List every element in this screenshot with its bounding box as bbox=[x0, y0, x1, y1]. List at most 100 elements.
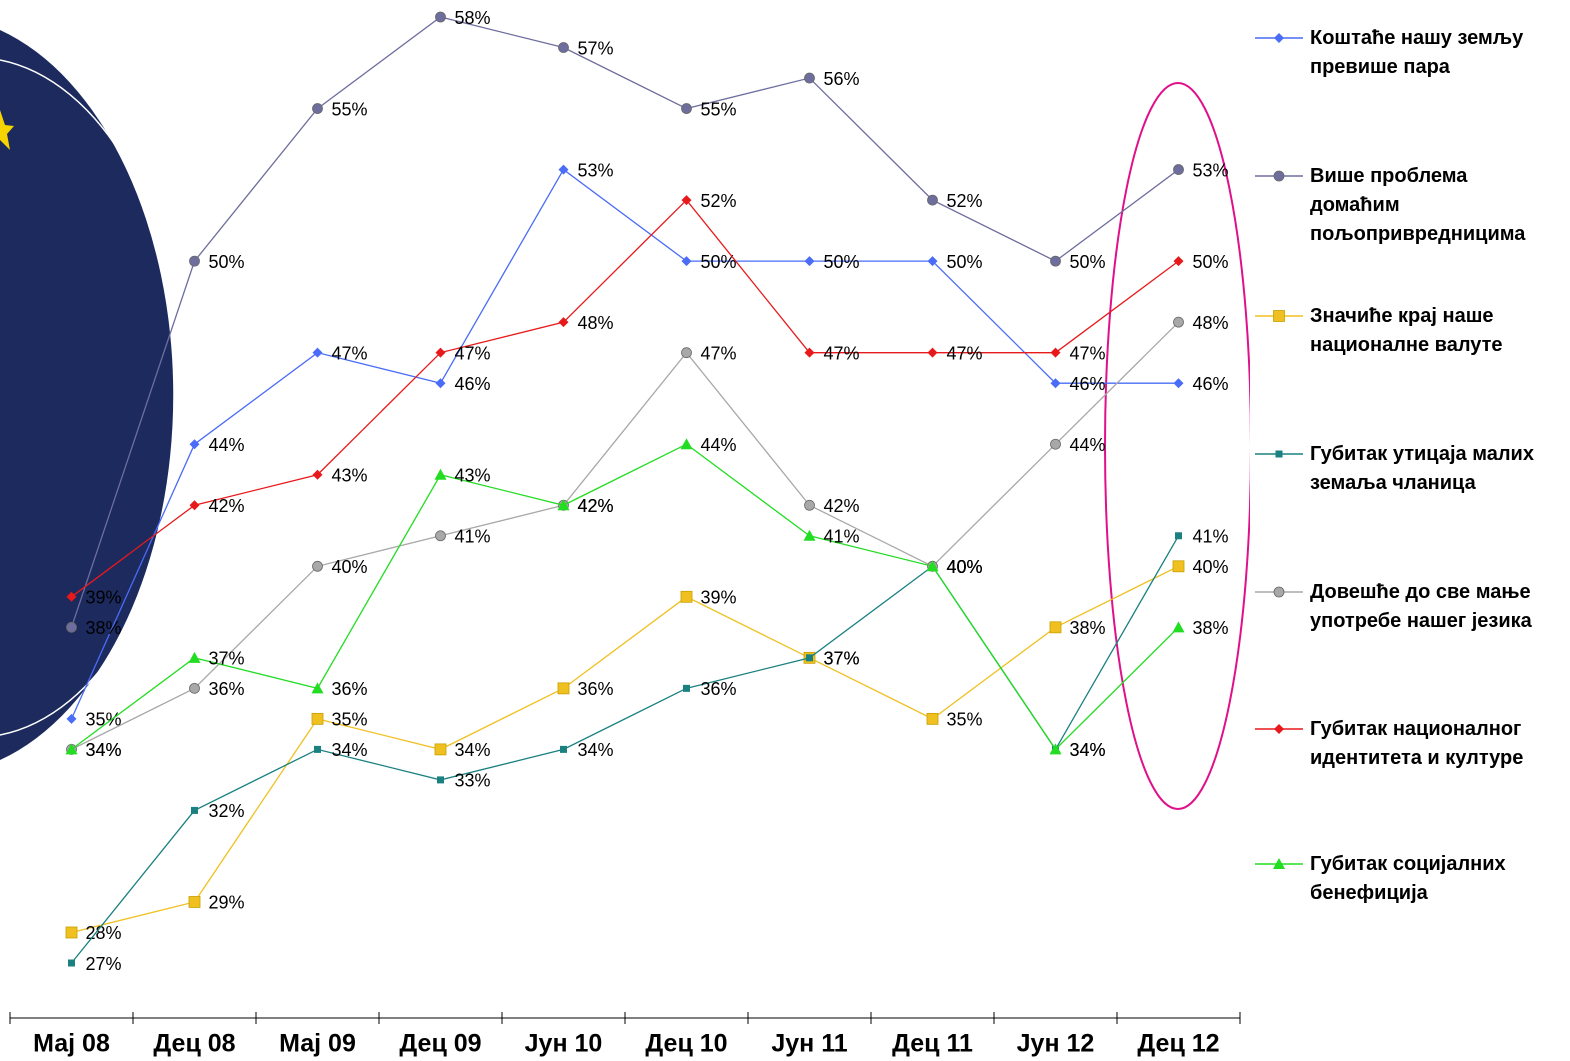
legend-label: Значиће крај наше националне валуте bbox=[1310, 305, 1503, 356]
data-label: 41% bbox=[1193, 527, 1229, 547]
data-label: 50% bbox=[947, 252, 983, 272]
data-label: 46% bbox=[1070, 374, 1106, 394]
data-label: 35% bbox=[332, 710, 368, 730]
marker bbox=[1173, 256, 1184, 267]
marker bbox=[188, 896, 201, 908]
marker bbox=[804, 347, 815, 358]
marker bbox=[1050, 347, 1061, 358]
marker bbox=[680, 590, 693, 603]
data-label: 43% bbox=[332, 465, 368, 485]
marker bbox=[804, 256, 815, 267]
data-label: 34% bbox=[1070, 740, 1106, 760]
legend-swatch bbox=[1255, 170, 1303, 182]
x-tick-label: Дец 10 bbox=[645, 1030, 727, 1058]
x-tick-label: Мај 08 bbox=[33, 1030, 110, 1058]
marker bbox=[434, 468, 447, 480]
marker bbox=[66, 591, 77, 602]
marker bbox=[926, 712, 939, 725]
marker bbox=[435, 530, 446, 542]
marker bbox=[557, 682, 570, 695]
marker bbox=[927, 347, 938, 358]
series-line bbox=[70, 16, 1179, 628]
marker bbox=[437, 776, 444, 784]
marker bbox=[435, 347, 446, 358]
data-label: 50% bbox=[1070, 252, 1106, 272]
series-line bbox=[70, 168, 1179, 720]
marker bbox=[311, 682, 324, 694]
data-label: 47% bbox=[947, 343, 983, 363]
marker bbox=[312, 103, 323, 114]
marker bbox=[1274, 33, 1284, 43]
data-label: 50% bbox=[701, 252, 737, 272]
data-label: 44% bbox=[701, 435, 737, 455]
legend-label: Губитак утицаја малих земаља чланица bbox=[1310, 443, 1534, 494]
data-label: 40% bbox=[947, 557, 983, 577]
data-label: 47% bbox=[1070, 343, 1106, 363]
data-label: 48% bbox=[578, 313, 614, 333]
data-label: 42% bbox=[824, 496, 860, 516]
legend-swatch bbox=[1255, 586, 1303, 598]
x-tick-label: Јун 10 bbox=[525, 1030, 603, 1058]
marker bbox=[1173, 378, 1184, 389]
legend: Коштаће нашу земљу превише пара Више проб… bbox=[1255, 0, 1565, 1061]
data-label: 34% bbox=[86, 740, 122, 760]
data-label: 36% bbox=[578, 679, 614, 699]
data-label: 50% bbox=[824, 252, 860, 272]
marker bbox=[1275, 450, 1283, 458]
legend-entry: Губитак националног идентитета и културе bbox=[1255, 715, 1555, 773]
data-label: 56% bbox=[824, 69, 860, 89]
data-label: 42% bbox=[209, 496, 245, 516]
data-label: 36% bbox=[332, 679, 368, 699]
marker bbox=[189, 682, 200, 694]
data-label: 34% bbox=[578, 740, 614, 760]
marker bbox=[189, 255, 200, 267]
data-label: 34% bbox=[86, 740, 122, 760]
data-label: 34% bbox=[1070, 740, 1106, 760]
marker bbox=[188, 651, 201, 663]
x-tick-label: Дец 11 bbox=[892, 1030, 973, 1058]
emblem bbox=[0, 30, 186, 760]
marker bbox=[65, 926, 78, 939]
data-label: 37% bbox=[824, 649, 860, 669]
data-label: 35% bbox=[947, 710, 983, 730]
data-label: 50% bbox=[1193, 252, 1229, 272]
legend-label: Више проблема домаћим пољопривредницима bbox=[1310, 165, 1526, 245]
data-label: 43% bbox=[455, 465, 491, 485]
marker bbox=[312, 347, 323, 358]
series-line bbox=[71, 199, 1179, 598]
series-line bbox=[71, 321, 1179, 750]
marker bbox=[189, 439, 200, 450]
marker bbox=[1050, 255, 1061, 267]
marker bbox=[681, 103, 692, 114]
marker bbox=[66, 621, 77, 633]
x-tick-label: Дец 08 bbox=[153, 1030, 235, 1058]
marker bbox=[435, 378, 446, 389]
data-label: 47% bbox=[701, 343, 737, 363]
marker bbox=[680, 438, 693, 450]
x-tick-label: Дец 12 bbox=[1137, 1030, 1219, 1058]
data-label: 47% bbox=[824, 343, 860, 363]
marker bbox=[1175, 532, 1182, 540]
data-label: 38% bbox=[86, 618, 122, 638]
marker bbox=[803, 529, 816, 541]
data-label: 50% bbox=[209, 252, 245, 272]
legend-swatch bbox=[1255, 450, 1303, 458]
legend-entry: Значиће крај наше националне валуте bbox=[1255, 302, 1555, 360]
marker bbox=[681, 347, 692, 359]
data-label: 38% bbox=[1070, 618, 1106, 638]
data-label: 42% bbox=[578, 496, 614, 516]
data-label: 27% bbox=[86, 954, 122, 974]
data-label: 40% bbox=[1193, 557, 1229, 577]
data-label: 41% bbox=[824, 527, 860, 547]
data-label: 52% bbox=[947, 191, 983, 211]
legend-swatch bbox=[1255, 310, 1303, 322]
data-label: 37% bbox=[824, 649, 860, 669]
data-label: 36% bbox=[701, 679, 737, 699]
x-tick-label: Јун 12 bbox=[1017, 1030, 1095, 1058]
marker bbox=[1273, 170, 1285, 182]
data-label: 55% bbox=[701, 99, 737, 119]
data-label: 34% bbox=[455, 740, 491, 760]
legend-entry: Губитак социјалних бенефиција bbox=[1255, 850, 1555, 908]
marker bbox=[804, 499, 815, 511]
marker bbox=[926, 560, 939, 572]
